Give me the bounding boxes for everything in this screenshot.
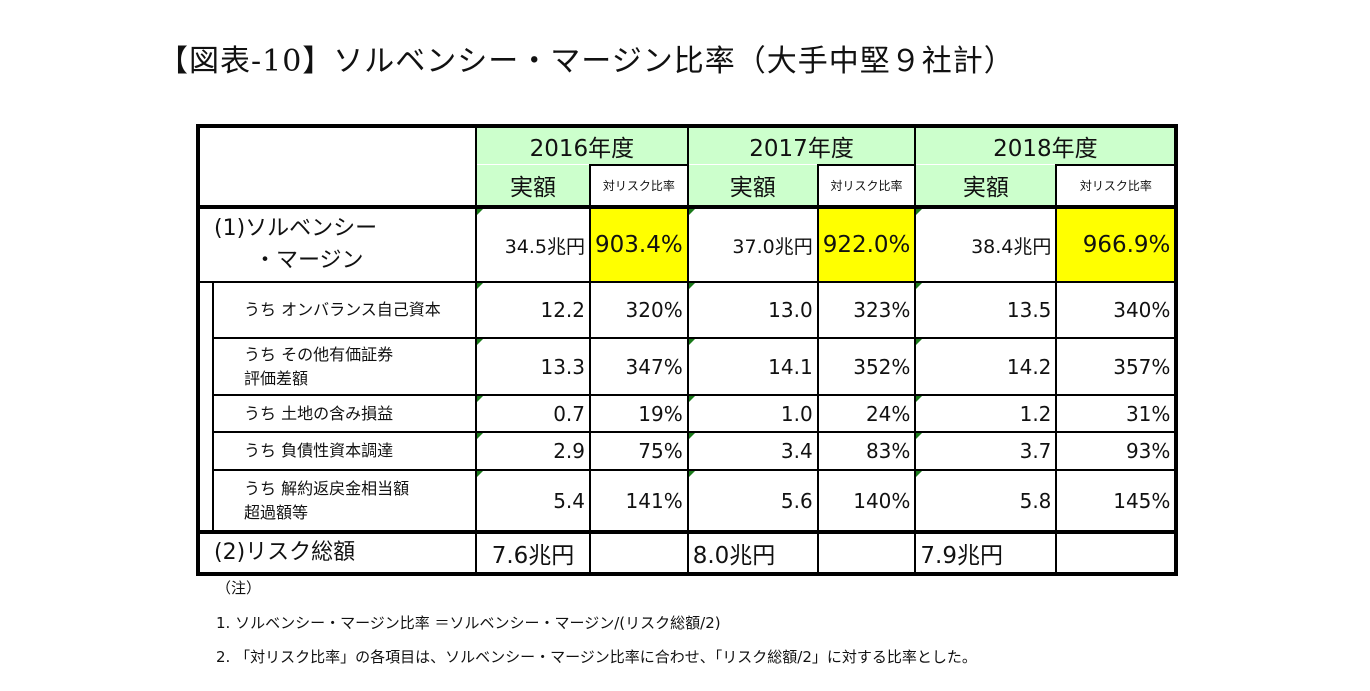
row-label: うち オンバランス自己資本	[212, 281, 477, 339]
table-row: うち 解約返戻金相当額 超過額等 5.4 141% 5.6 140% 5.8 145%	[196, 469, 1178, 533]
row-label-line1: うち 解約返戻金相当額	[244, 478, 410, 498]
amount-2018: 3.7	[914, 431, 1058, 471]
table-row-solvency-margin: (1)ソルベンシー ・マージン 34.5兆円 903.4% 37.0兆円 922…	[197, 206, 1178, 283]
header-amount-2018: 実額	[914, 165, 1058, 208]
indent-cell	[196, 338, 214, 395]
ratio-2018: 93%	[1055, 431, 1178, 471]
header-amount-2016: 実額	[475, 165, 591, 208]
amount-2017: 37.0兆円	[686, 206, 819, 283]
risk-ratio-2018	[1055, 531, 1178, 575]
header-year-2018: 2018年度	[914, 125, 1178, 165]
row-label: うち 解約返戻金相当額 超過額等	[212, 469, 477, 533]
row-label: うち 土地の含み損益	[212, 394, 477, 433]
ratio-2017: 922.0%	[816, 206, 917, 283]
ratio-2018: 340%	[1055, 281, 1178, 339]
amount-2017: 5.6	[686, 469, 819, 533]
ratio-2018: 966.9%	[1055, 206, 1178, 283]
row-label: うち その他有価証券 評価差額	[212, 337, 477, 396]
risk-2016: 7.6兆円	[475, 531, 591, 575]
row-label-line2: 超過額等	[244, 502, 309, 522]
page-title: 【図表-10】ソルベンシー・マージン比率（大手中堅９社計）	[158, 44, 1015, 79]
amount-2016: 0.7	[475, 394, 591, 433]
ratio-2017: 83%	[816, 431, 917, 471]
ratio-2018: 145%	[1055, 469, 1178, 533]
table-row: うち 土地の含み損益 0.7 19% 1.0 24% 1.2 31%	[196, 394, 1178, 433]
indent-cell	[196, 432, 214, 470]
solvency-margin-table: 2016年度 2017年度 2018年度 実額 対リスク比率 実額 対リスク比率…	[196, 124, 1179, 576]
row-label-line1: うち 土地の含み損益	[244, 403, 394, 423]
row-label: (2)リスク総額	[197, 531, 477, 575]
ratio-2016: 903.4%	[589, 206, 689, 283]
ratio-2017: 140%	[816, 469, 917, 533]
row-label: うち 負債性資本調達	[212, 431, 477, 471]
indent-cell	[196, 282, 214, 338]
row-label-line1: うち 負債性資本調達	[244, 441, 394, 460]
amount-2017: 13.0	[686, 281, 819, 339]
ratio-2016: 141%	[589, 469, 689, 533]
amount-2017: 1.0	[686, 394, 819, 433]
table-row-risk-total: (2)リスク総額 7.6兆円 8.0兆円 7.9兆円	[197, 531, 1178, 575]
header-amount-2017: 実額	[686, 165, 819, 208]
notes-heading: （注）	[216, 579, 262, 597]
risk-ratio-2017	[816, 531, 917, 575]
indent-cell	[196, 395, 214, 432]
ratio-2016: 19%	[589, 394, 689, 433]
amount-2018: 1.2	[914, 394, 1058, 433]
note-2: 2. 「対リスク比率」の各項目は、ソルベンシー・マージン比率に合わせ、「リスク総…	[216, 648, 977, 666]
table-row: うち その他有価証券 評価差額 13.3 347% 14.1 352% 14.2 357…	[196, 337, 1178, 396]
ratio-2017: 24%	[816, 394, 917, 433]
row-label: (1)ソルベンシー ・マージン	[197, 206, 477, 283]
amount-2017: 14.1	[686, 337, 819, 396]
header-ratio-2018: 対リスク比率	[1055, 164, 1178, 208]
ratio-2016: 320%	[589, 281, 689, 339]
table-row: うち 負債性資本調達 2.9 75% 3.4 83% 3.7 93%	[196, 431, 1178, 471]
ratio-2017: 352%	[816, 337, 917, 396]
row-label-line2: 評価差額	[244, 368, 309, 388]
ratio-2017: 323%	[816, 281, 917, 339]
row-label-line1: うち その他有価証券	[244, 344, 394, 364]
risk-2017: 8.0兆円	[686, 531, 819, 575]
indent-cell	[196, 470, 214, 532]
header-year-2017: 2017年度	[686, 125, 917, 165]
header-year-2016: 2016年度	[475, 125, 689, 165]
amount-2016: 2.9	[475, 431, 591, 471]
amount-2016: 12.2	[475, 281, 591, 339]
ratio-2018: 357%	[1055, 337, 1178, 396]
amount-2018: 38.4兆円	[914, 206, 1058, 283]
amount-2018: 13.5	[914, 281, 1058, 339]
table-row: うち オンバランス自己資本 12.2 320% 13.0 323% 13.5 340%	[196, 281, 1178, 339]
ratio-2018: 31%	[1055, 394, 1178, 433]
amount-2016: 34.5兆円	[475, 206, 591, 283]
amount-2017: 3.4	[686, 431, 819, 471]
row-label-line1: (1)ソルベンシー	[214, 216, 378, 241]
ratio-2016: 347%	[589, 337, 689, 396]
row-label-line2: ・マージン	[254, 248, 364, 273]
risk-2018: 7.9兆円	[914, 531, 1058, 575]
row-label-line1: うち オンバランス自己資本	[244, 300, 441, 319]
amount-2016: 13.3	[475, 337, 591, 396]
ratio-2016: 75%	[589, 431, 689, 471]
header-ratio-2017: 対リスク比率	[816, 164, 917, 208]
amount-2018: 5.8	[914, 469, 1058, 533]
amount-2016: 5.4	[475, 469, 591, 533]
amount-2018: 14.2	[914, 337, 1058, 396]
risk-ratio-2016	[589, 531, 689, 575]
header-ratio-2016: 対リスク比率	[589, 164, 689, 208]
header-corner	[197, 125, 477, 208]
note-1: 1. ソルベンシー・マージン比率 ＝ソルベンシー・マージン/(リスク総額/2)	[216, 614, 721, 632]
